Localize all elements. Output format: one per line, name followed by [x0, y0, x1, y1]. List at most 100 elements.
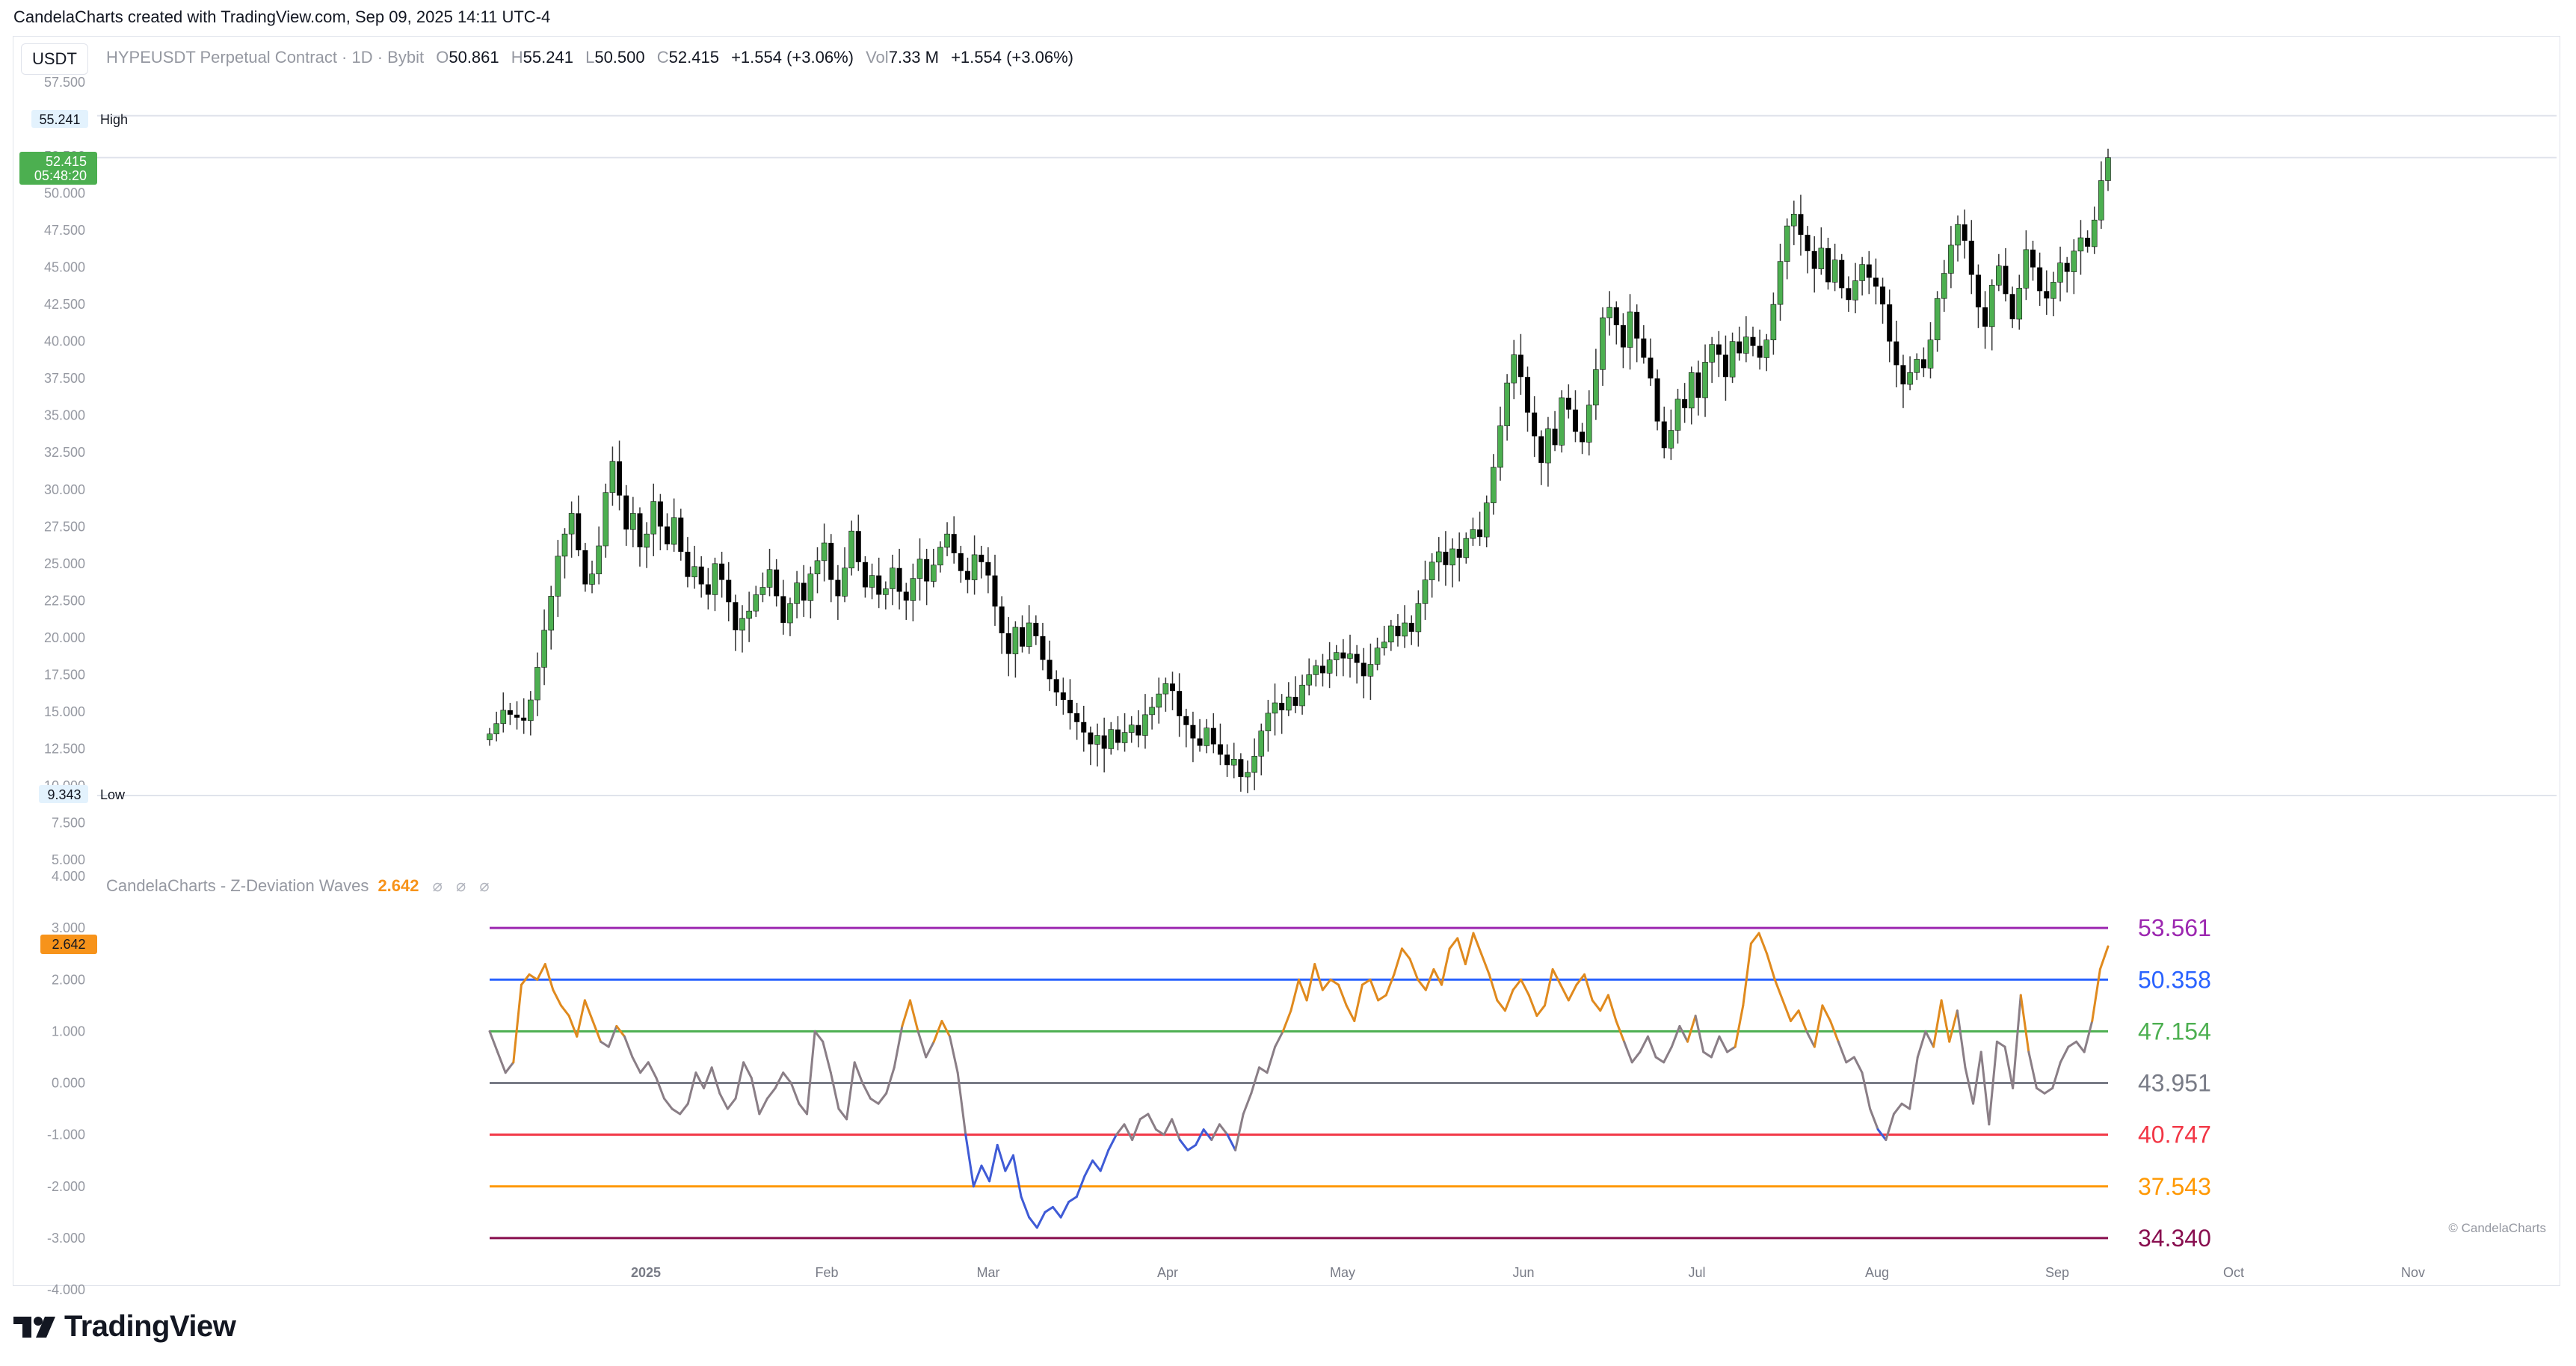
candle-body	[1183, 716, 1189, 725]
z-score-segment	[488, 1030, 499, 1053]
z-score-segment	[647, 1061, 658, 1080]
z-score-segment	[1448, 937, 1459, 950]
candle-body	[848, 530, 854, 569]
z-score-segment	[703, 1066, 713, 1089]
z-score-segment	[1900, 1102, 1911, 1110]
z-score-segment	[1472, 932, 1483, 956]
candle-body	[1142, 714, 1148, 736]
z-score-segment	[940, 1020, 952, 1038]
volume-value: 7.33 M	[888, 48, 939, 67]
candle-body	[1053, 679, 1059, 693]
candle-body	[1586, 404, 1592, 443]
indicator-legend[interactable]: CandelaCharts - Z-Deviation Waves 2.642 …	[106, 876, 490, 896]
z-score-segment	[2067, 1040, 2078, 1048]
z-score-segment	[1488, 973, 1499, 1002]
last-price-countdown: 05:48:20	[34, 168, 87, 183]
tradingview-logo[interactable]: TradingView	[13, 1310, 236, 1344]
z-score-segment	[543, 963, 555, 991]
candle-body	[1306, 674, 1313, 686]
z-score-segment	[1138, 1113, 1150, 1121]
candle-body	[555, 556, 561, 597]
candle-body	[1757, 345, 1763, 358]
z-score-segment	[1654, 1056, 1666, 1064]
candle-body	[951, 534, 957, 553]
candle-body	[1245, 772, 1251, 778]
last-price-badge	[19, 152, 97, 185]
z-score-segment	[988, 1143, 999, 1183]
candle-body	[1695, 372, 1701, 398]
candle-body	[1648, 357, 1654, 379]
z-score-segment	[1591, 999, 1602, 1012]
z-score-segment	[1995, 1040, 2006, 1048]
symbol-title[interactable]: HYPEUSDT Perpetual Contract · 1D · Bybit	[106, 48, 425, 67]
z-score-segment	[671, 1107, 682, 1116]
z-score-segment	[1520, 978, 1530, 997]
indicator-axis-tick: 2.000	[52, 972, 85, 987]
candle-body	[2009, 294, 2015, 319]
z-score-segment	[1710, 1035, 1721, 1059]
candle-body	[514, 714, 520, 718]
z-score-segment	[908, 999, 919, 1033]
z-score-segment	[1210, 1123, 1221, 1142]
z-score-segment	[1234, 1113, 1245, 1151]
candle-body	[1894, 341, 1899, 366]
candle-body	[1408, 623, 1414, 632]
candle-body	[1770, 304, 1777, 340]
price-axis-tick: 57.500	[44, 75, 85, 90]
candle-body	[2077, 237, 2084, 252]
candle-body	[1443, 551, 1449, 565]
candle-body	[1190, 724, 1196, 739]
candle-body	[1217, 744, 1223, 755]
z-score-segment	[1646, 1035, 1657, 1059]
candle-body	[1572, 409, 1578, 432]
candle-body	[1170, 683, 1176, 692]
candle-body	[1429, 562, 1435, 580]
candle-body	[1115, 729, 1121, 743]
candle-body	[1381, 642, 1387, 649]
candle-body	[541, 630, 547, 668]
candle-body	[1224, 754, 1230, 766]
candle-body	[1968, 240, 1974, 275]
deviation-level-label: 50.358	[2138, 966, 2211, 993]
z-score-segment	[528, 973, 539, 981]
z-score-segment	[1337, 983, 1348, 1007]
z-score-segment	[2083, 1020, 2094, 1053]
deviation-level-label: 34.340	[2138, 1225, 2211, 1252]
z-score-segment	[2027, 1050, 2038, 1089]
z-score-segment	[1456, 937, 1467, 966]
candle-body	[876, 575, 882, 595]
z-score-segment	[956, 1071, 967, 1136]
candle-body	[842, 567, 848, 597]
z-score-segment	[1226, 1133, 1237, 1151]
candle-body	[1709, 344, 1715, 363]
indicator-axis-tick: -4.000	[47, 1282, 85, 1297]
candle-body	[1606, 307, 1612, 319]
z-score-segment	[1639, 1035, 1649, 1053]
candle-body	[1716, 344, 1722, 355]
z-score-segment	[829, 1071, 840, 1110]
z-score-segment	[1393, 947, 1403, 976]
z-score-segment	[1726, 1045, 1737, 1053]
z-score-segment	[845, 1061, 856, 1121]
z-score-segment	[1979, 1050, 1991, 1126]
z-score-segment	[1408, 958, 1420, 981]
candle-body	[507, 710, 513, 715]
candle-body	[1026, 622, 1032, 647]
candle-body	[1532, 412, 1538, 437]
z-score-segment	[1512, 978, 1523, 991]
deviation-level-label: 53.561	[2138, 914, 2211, 941]
candle-body	[794, 582, 800, 604]
z-score-segment	[1781, 999, 1792, 1023]
z-score-segment	[520, 973, 531, 986]
z-score-segment	[822, 1040, 832, 1074]
currency-button[interactable]: USDT	[21, 43, 88, 75]
candle-body	[1422, 579, 1429, 604]
price-axis-tick: 37.500	[44, 371, 85, 386]
time-axis-tick: Jun	[1512, 1265, 1534, 1280]
z-score-segment	[1678, 1024, 1689, 1043]
z-score-segment	[750, 1077, 761, 1116]
candle-body	[685, 551, 691, 577]
z-score-segment	[2035, 1086, 2046, 1095]
z-score-segment	[1424, 967, 1435, 991]
